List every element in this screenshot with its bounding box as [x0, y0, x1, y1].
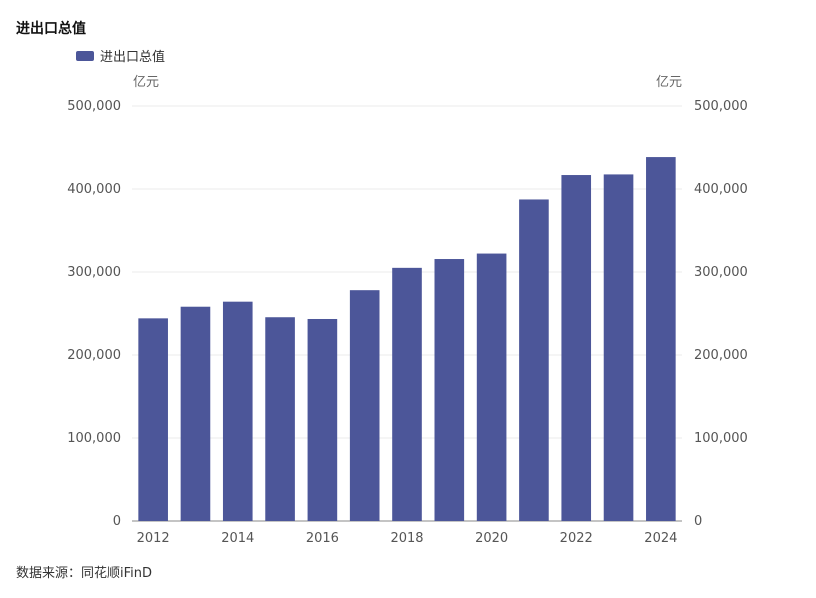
- legend-swatch: [76, 50, 94, 61]
- bar-2023: [603, 174, 634, 521]
- y-tick-label-right: 500,000: [694, 99, 748, 114]
- data-source: 数据来源：同花顺iFinD: [16, 566, 153, 581]
- y-tick-label-right: 200,000: [694, 348, 748, 363]
- bar-2024: [646, 157, 676, 521]
- bar-2020: [476, 253, 507, 521]
- bar-2015: [265, 317, 295, 521]
- x-tick-label: 2022: [560, 531, 593, 546]
- bar-2017: [349, 290, 380, 521]
- y-tick-label-left: 500,000: [67, 99, 121, 114]
- legend-label: 进出口总值: [100, 50, 166, 65]
- bar-2013: [180, 306, 211, 521]
- y-tick-label-left: 300,000: [67, 265, 121, 280]
- bar-2012: [138, 318, 168, 521]
- y-axis-unit-left: 亿元: [133, 75, 160, 90]
- legend[interactable]: 进出口总值: [76, 46, 165, 65]
- x-tick-label: 2014: [221, 531, 254, 546]
- y-tick-label-right: 300,000: [694, 265, 748, 280]
- chart-title: 进出口总值: [16, 21, 86, 37]
- y-tick-label-left: 400,000: [67, 182, 121, 197]
- y-axis-unit-right: 亿元: [656, 75, 683, 90]
- y-tick-label-right: 400,000: [694, 182, 748, 197]
- y-tick-label-right: 0: [694, 514, 702, 529]
- x-tick-label: 2024: [644, 531, 677, 546]
- y-tick-label-left: 200,000: [67, 348, 121, 363]
- x-tick-label: 2020: [475, 531, 508, 546]
- y-tick-label-left: 0: [113, 514, 121, 529]
- x-tick-label: 2012: [137, 531, 170, 546]
- y-tick-label-left: 100,000: [67, 431, 121, 446]
- bar-2018: [392, 267, 422, 521]
- bar-2014: [222, 301, 253, 521]
- y-tick-label-right: 100,000: [694, 431, 748, 446]
- bar-2022: [561, 175, 592, 521]
- bar-2016: [307, 318, 338, 521]
- bar-2019: [434, 259, 465, 521]
- x-tick-label: 2018: [390, 531, 423, 546]
- bar-2021: [519, 199, 549, 521]
- x-tick-label: 2016: [306, 531, 339, 546]
